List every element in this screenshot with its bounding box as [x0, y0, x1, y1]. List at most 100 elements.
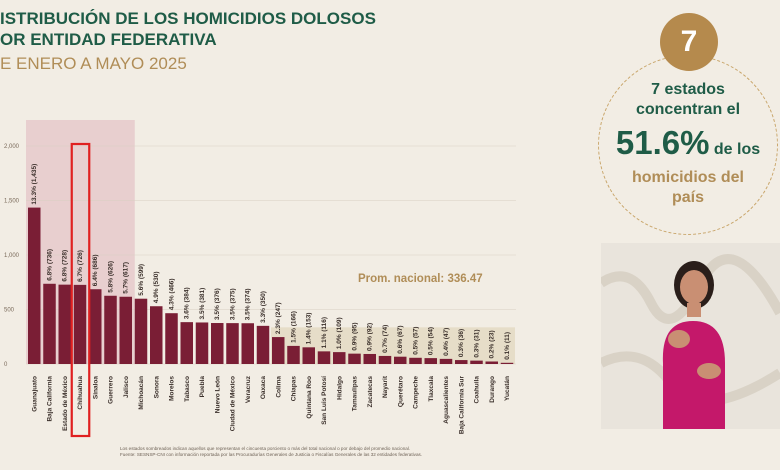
- category-label: Morelos: [169, 376, 176, 401]
- footnote-line-2: Fuente: SESNSP-CNI con información repor…: [120, 452, 423, 457]
- bar: [89, 289, 102, 364]
- data-label: 0.5% (54): [428, 327, 435, 355]
- data-label: 0.5% (57): [413, 327, 420, 355]
- data-label: 2.3% (247): [275, 302, 282, 334]
- data-label: 0.1% (11): [504, 332, 511, 360]
- category-label: Yucatán: [504, 376, 511, 401]
- stat-highlight-row: 51.6% de los: [598, 124, 778, 162]
- y-tick-label: 1,000: [4, 253, 20, 259]
- bar: [180, 322, 193, 364]
- category-label: Chihuahua: [77, 376, 84, 410]
- bar: [195, 322, 209, 364]
- stat-line-2: concentran el: [635, 101, 741, 118]
- data-label: 13.3% (1,435): [31, 164, 38, 205]
- bar: [500, 362, 514, 364]
- category-label: Nayarit: [382, 375, 389, 398]
- data-label: 1.5% (166): [291, 311, 298, 343]
- category-label: Baja California: [47, 376, 54, 422]
- bar: [150, 306, 163, 364]
- y-tick-label: 1,500: [4, 199, 20, 205]
- category-label: Hidalgo: [336, 376, 343, 400]
- category-label: Michoacán: [138, 376, 145, 410]
- bar: [409, 357, 422, 364]
- stat-percentage: 51.6%: [615, 124, 710, 161]
- stat-de-los: de los: [713, 141, 761, 158]
- bar: [211, 323, 224, 364]
- category-label: Campeche: [413, 376, 420, 409]
- bar: [241, 323, 254, 364]
- data-label: 0.7% (74): [382, 325, 389, 353]
- bar: [455, 360, 468, 364]
- category-label: Sinaloa: [92, 376, 99, 400]
- data-label: 3.5% (374): [245, 288, 252, 320]
- data-label: 0.2% (23): [489, 330, 496, 358]
- data-label: 0.9% (92): [367, 323, 374, 351]
- category-label: Sonora: [153, 376, 160, 399]
- highlight-box: [70, 142, 91, 438]
- data-label: 4.3% (466): [169, 278, 176, 310]
- category-label: Ciudad de México: [230, 376, 237, 431]
- data-label: 0.3% (31): [474, 329, 481, 357]
- category-label: Veracruz: [245, 375, 252, 403]
- data-label: 6.8% (728): [62, 250, 69, 282]
- bar: [119, 296, 132, 364]
- bar: [73, 284, 87, 364]
- data-label: 3.5% (376): [214, 288, 221, 320]
- category-label: Tabasco: [184, 376, 191, 402]
- chart-title-line-2: OR ENTIDAD FEDERATIVA: [0, 30, 217, 49]
- category-label: Puebla: [199, 376, 206, 398]
- category-label: Nuevo León: [214, 376, 221, 413]
- data-label: 3.3% (350): [260, 291, 267, 323]
- y-tick-label: 500: [4, 308, 15, 314]
- average-label: Prom. nacional: 336.47: [358, 273, 483, 285]
- bar: [363, 353, 376, 364]
- data-label: 6.8% (736): [47, 249, 54, 281]
- data-label: 4.9% (530): [153, 271, 160, 303]
- data-label: 1.0% (109): [336, 317, 343, 349]
- stat-number-badge: 7: [660, 13, 718, 71]
- bar: [165, 313, 178, 364]
- category-label: Aguascalientes: [443, 376, 450, 424]
- y-tick-label: 2,000: [4, 144, 20, 150]
- data-label: 5.6% (599): [138, 264, 145, 296]
- category-label: Chiapas: [291, 376, 298, 402]
- bar: [134, 298, 148, 364]
- bar: [317, 351, 331, 364]
- category-label: Quintana Roo: [306, 376, 313, 419]
- data-label: 0.6% (67): [397, 326, 404, 354]
- category-label: Colima: [275, 376, 282, 398]
- category-label: Guanajuato: [31, 376, 38, 412]
- bar: [302, 347, 315, 364]
- data-label: 1.4% (153): [306, 313, 313, 345]
- y-tick-label: 0: [4, 362, 8, 368]
- chart-title-line-1: ISTRIBUCIÓN DE LOS HOMICIDIOS DOLOSOS: [0, 9, 376, 28]
- bar: [333, 352, 346, 364]
- category-label: San Luis Potosí: [321, 376, 328, 425]
- chart-subtitle: E ENERO A MAYO 2025: [0, 54, 187, 73]
- category-label: Jalisco: [123, 376, 130, 398]
- category-label: Oaxaca: [260, 376, 267, 400]
- data-label: 5.7% (617): [123, 262, 130, 294]
- category-label: Baja California Sur: [458, 376, 465, 435]
- data-label: 6.4% (686): [92, 254, 99, 286]
- category-label: Tamaulipas: [352, 376, 359, 412]
- data-label: 5.8% (626): [108, 261, 115, 293]
- bar: [287, 345, 300, 364]
- footnote: Los estados sombreados indican aquellos …: [120, 446, 560, 458]
- category-label: Guerrero: [108, 376, 115, 404]
- data-label: 0.3% (36): [458, 329, 465, 357]
- category-label: Durango: [489, 376, 496, 403]
- bar: [470, 360, 483, 364]
- bar: [43, 283, 56, 364]
- category-label: Tlaxcala: [428, 376, 435, 402]
- data-label: 0.4% (47): [443, 328, 450, 356]
- bar: [28, 207, 41, 364]
- bar-chart: 2,000 1,500 1,000 500 0 13.3% (1,435) Guanajua…: [4, 120, 516, 438]
- bar: [485, 361, 498, 364]
- bar: [58, 284, 71, 364]
- data-label: 3.5% (381): [199, 288, 206, 320]
- bar: [348, 353, 361, 364]
- category-label: Estado de México: [62, 376, 69, 431]
- data-label: 6.7% (726): [77, 250, 84, 282]
- bar: [439, 358, 453, 364]
